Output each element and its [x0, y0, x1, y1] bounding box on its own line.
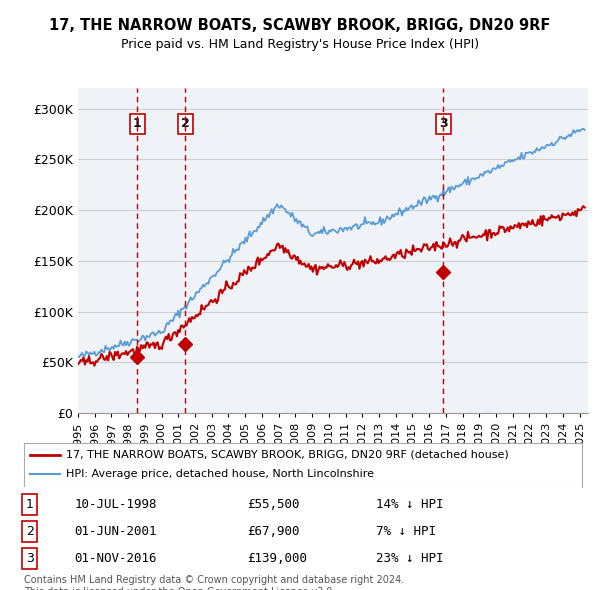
- Text: HPI: Average price, detached house, North Lincolnshire: HPI: Average price, detached house, Nort…: [66, 470, 374, 479]
- Text: 01-NOV-2016: 01-NOV-2016: [74, 552, 157, 565]
- Text: 3: 3: [439, 117, 448, 130]
- Text: 01-JUN-2001: 01-JUN-2001: [74, 525, 157, 538]
- Text: 10-JUL-1998: 10-JUL-1998: [74, 498, 157, 511]
- Bar: [78, 88, 137, 413]
- Bar: [443, 88, 588, 413]
- Bar: [137, 88, 185, 413]
- Text: 3: 3: [26, 552, 34, 565]
- Text: £139,000: £139,000: [247, 552, 307, 565]
- Text: 23% ↓ HPI: 23% ↓ HPI: [376, 552, 443, 565]
- Text: £55,500: £55,500: [247, 498, 300, 511]
- Text: 17, THE NARROW BOATS, SCAWBY BROOK, BRIGG, DN20 9RF (detached house): 17, THE NARROW BOATS, SCAWBY BROOK, BRIG…: [66, 450, 509, 460]
- Text: 1: 1: [133, 117, 142, 130]
- Text: 2: 2: [26, 525, 34, 538]
- Text: £67,900: £67,900: [247, 525, 300, 538]
- Bar: [185, 88, 443, 413]
- Text: 2: 2: [181, 117, 190, 130]
- Text: Price paid vs. HM Land Registry's House Price Index (HPI): Price paid vs. HM Land Registry's House …: [121, 38, 479, 51]
- Text: 17, THE NARROW BOATS, SCAWBY BROOK, BRIGG, DN20 9RF: 17, THE NARROW BOATS, SCAWBY BROOK, BRIG…: [49, 18, 551, 32]
- Text: 7% ↓ HPI: 7% ↓ HPI: [376, 525, 436, 538]
- Text: 14% ↓ HPI: 14% ↓ HPI: [376, 498, 443, 511]
- Text: Contains HM Land Registry data © Crown copyright and database right 2024.
This d: Contains HM Land Registry data © Crown c…: [24, 575, 404, 590]
- Text: 1: 1: [26, 498, 34, 511]
